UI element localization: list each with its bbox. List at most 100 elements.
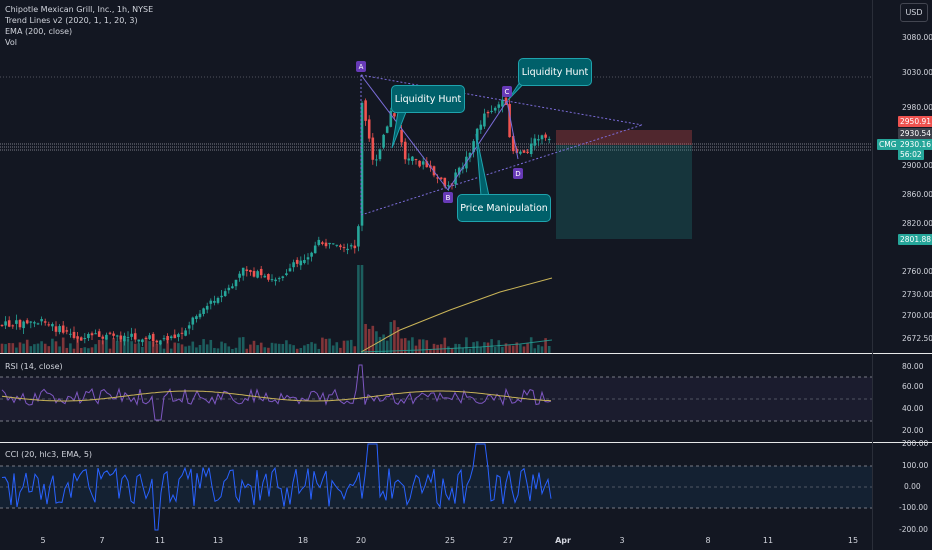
volume-bar <box>288 344 292 353</box>
candle-body <box>375 159 378 161</box>
point-a-label[interactable]: A <box>356 61 366 72</box>
volume-bar <box>364 323 367 353</box>
cci-label[interactable]: CCI (20, hlc3, EMA, 5) <box>5 450 93 459</box>
candle-body <box>159 340 162 345</box>
candle-body <box>173 334 177 339</box>
volume-bar <box>0 343 4 353</box>
volume-bar <box>529 337 533 353</box>
candle-body <box>288 268 292 272</box>
volume-bar <box>173 342 177 353</box>
volume-bar <box>166 338 169 353</box>
candle-body <box>537 139 540 141</box>
candle-body <box>209 300 213 304</box>
volume-bar <box>501 346 504 353</box>
volume-bar <box>443 337 447 353</box>
currency-button[interactable]: USD <box>900 3 928 22</box>
rsi-tick: 60.00 <box>902 382 924 391</box>
candle-body <box>177 334 180 338</box>
volume-bar <box>213 347 216 353</box>
candle-body <box>11 325 15 327</box>
candle-body <box>303 259 306 263</box>
volume-bar <box>400 338 403 353</box>
candle-body <box>51 324 54 327</box>
volume-bar <box>97 339 101 353</box>
rsi-label[interactable]: RSI (14, close) <box>5 362 63 371</box>
point-b-label[interactable]: B <box>443 192 453 203</box>
volume-bar <box>526 343 529 353</box>
candle-body <box>7 320 11 327</box>
indicator-ema[interactable]: EMA (200, close) <box>5 27 73 36</box>
volume-bar <box>187 345 191 353</box>
candle-body <box>357 226 360 247</box>
time-tick: 3 <box>619 536 625 545</box>
volume-bar <box>144 337 148 353</box>
volume-bar <box>76 338 79 353</box>
volume-bar <box>205 344 209 353</box>
volume-bar <box>447 346 450 353</box>
candle-body <box>447 185 450 187</box>
candle-body <box>508 103 511 138</box>
candle-body <box>155 340 159 343</box>
liquidity-hunt-callout[interactable]: Liquidity Hunt <box>391 85 465 113</box>
candle-body <box>371 137 375 160</box>
candle-body <box>414 159 418 161</box>
price-tick: 2820.00 <box>902 219 932 228</box>
candle-body <box>141 339 144 343</box>
volume-bar <box>353 346 357 353</box>
candle-body <box>324 242 328 247</box>
volume-bar <box>119 337 123 353</box>
price-tick: 2980.00 <box>902 103 932 112</box>
target-zone[interactable] <box>556 145 692 239</box>
volume-bar <box>155 343 159 353</box>
candle-body <box>378 149 382 160</box>
candle-body <box>400 129 403 143</box>
candle-body <box>0 324 4 326</box>
point-d-label[interactable]: D <box>513 168 523 179</box>
volume-bar <box>533 348 537 353</box>
candle-body <box>47 324 51 326</box>
volume-bar <box>299 347 303 353</box>
candle-body <box>270 279 274 281</box>
candle-body <box>180 332 184 334</box>
volume-bar <box>346 340 349 353</box>
point-c-label[interactable]: C <box>502 86 512 97</box>
stop-zone[interactable] <box>556 130 692 145</box>
candle-body <box>87 333 90 339</box>
volume-bar <box>184 346 187 353</box>
candle-body <box>76 336 79 339</box>
time-tick: 13 <box>212 536 224 545</box>
candle-body <box>36 323 40 325</box>
volume-bar <box>209 339 213 353</box>
candle-body <box>256 271 259 278</box>
indicator-volume[interactable]: Vol <box>5 38 17 47</box>
candle-body <box>205 305 209 310</box>
cci-tick: -100.00 <box>899 503 928 512</box>
candle-body <box>436 177 439 179</box>
candle-body <box>346 248 349 251</box>
volume-bar <box>418 339 421 353</box>
liquidity-hunt-callout[interactable]: Liquidity Hunt <box>518 58 592 86</box>
symbol-title[interactable]: Chipotle Mexican Grill, Inc., 1h, NYSE <box>5 5 154 14</box>
volume-bar <box>508 345 511 353</box>
indicator-trendlines[interactable]: Trend Lines v2 (2020, 1, 1, 20, 3) <box>5 16 138 25</box>
volume-bar <box>43 343 47 353</box>
volume-bar <box>342 340 346 353</box>
candle-body <box>382 134 385 148</box>
candle-body <box>58 326 61 333</box>
volume-bar <box>256 345 259 353</box>
candle-body <box>126 337 130 339</box>
volume-bar <box>411 337 414 353</box>
volume-bar <box>263 347 267 353</box>
volume-bar <box>7 343 11 353</box>
candle-body <box>54 326 58 332</box>
candle-body <box>504 97 508 105</box>
candle-body <box>313 245 317 254</box>
volume-bar <box>51 338 54 353</box>
candle-body <box>227 287 231 291</box>
price-manipulation-callout[interactable]: Price Manipulation <box>457 194 551 222</box>
volume-bar <box>375 331 378 353</box>
candle-body <box>306 257 310 260</box>
candle-body <box>151 333 155 342</box>
rsi-tick: 40.00 <box>902 404 924 413</box>
